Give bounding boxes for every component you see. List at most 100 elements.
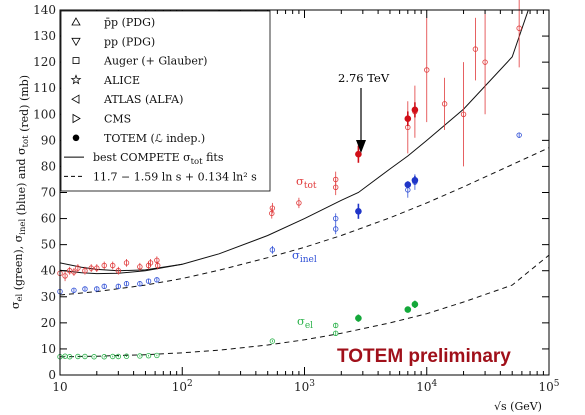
data-point [411,301,419,308]
y-tick-label: 20 [41,316,56,330]
y-tick-label: 90 [41,133,56,147]
data-point [154,277,160,283]
data-point [101,262,107,269]
legend-label: ATLAS (ALFA) [103,93,183,106]
data-point [62,273,68,279]
sigma-tot-label: σtot [296,174,317,191]
y-tick-label: 140 [33,3,56,17]
x-axis-label: √s (GeV) [494,400,542,413]
data-point [82,353,88,360]
data-point [75,353,81,360]
y-tick-label: 130 [33,29,56,43]
data-point [516,25,522,31]
y-tick-label: 60 [41,212,56,226]
data-point [82,286,88,292]
legend-label: pp (PDG) [104,35,155,48]
data-point [91,354,97,360]
y-axis-label: σel (green), σinel (blue) and σtot (red)… [9,75,31,309]
data-point [123,260,130,266]
data-point [75,265,81,271]
legend-marker [72,113,81,124]
data-point [411,106,419,114]
y-tick-label: 0 [48,368,56,382]
data-point [137,264,143,270]
legend-marker [70,74,82,85]
data-point [94,286,100,292]
legend-label: CMS [104,113,131,126]
x-tick-label: 104 [416,379,437,394]
x-tick-label: 102 [172,379,193,394]
data-point [94,265,100,271]
data-point [269,247,276,253]
data-point [404,181,412,188]
data-point [472,46,479,52]
data-point [154,352,160,359]
curve-fit_inel [60,147,549,296]
data-point [110,262,116,269]
data-point [145,278,152,284]
curve-fit_el [60,254,549,358]
legend: p̄p (PDG) pp (PDG) Auger (+ Glauber) ALICE A… [60,10,271,192]
data-point [66,354,73,360]
sigma-inel-label: σinel [292,248,317,265]
data-points [57,0,522,360]
data-point [333,322,339,329]
data-point [137,353,143,359]
data-point [71,287,77,293]
data-point [110,353,116,360]
y-tick-label: 10 [41,342,56,356]
data-point [404,115,412,123]
data-point [115,353,122,360]
y-tick-label: 120 [33,55,56,69]
energy-label: 2.76 TeV [338,71,390,85]
data-point [355,207,362,215]
data-point [333,330,339,336]
x-tick-label: 10 [52,380,67,394]
data-point [441,101,448,107]
data-point [269,210,275,217]
data-point [355,150,362,158]
data-point [115,283,122,290]
data-point [88,265,94,271]
data-point [147,260,154,266]
data-point [296,200,302,206]
data-point [154,257,160,263]
x-tick-label: 105 [538,379,559,394]
legend-label: Auger (+ Glauber) [103,55,207,68]
data-point [424,67,430,73]
data-point [333,176,339,183]
legend-marker [72,57,80,64]
legend-marker [71,94,80,104]
sigma-el-label: σel [297,314,313,331]
data-point [333,226,339,232]
data-point [145,353,152,359]
data-point [355,314,362,322]
y-tick-label: 110 [33,81,56,95]
y-tick-label: 80 [41,159,56,173]
y-tick-label: 50 [41,238,56,252]
data-point [516,132,522,138]
data-point [269,338,276,344]
legend-marker [71,17,81,26]
legend-label: 11.7 − 1.59 ln s + 0.134 ln² s [93,170,257,183]
data-point [333,215,339,222]
legend-box [60,10,271,192]
y-tick-label: 30 [41,290,56,304]
y-tick-label: 70 [41,186,56,200]
legend-label: ALICE [103,74,140,87]
data-point [123,353,130,359]
legend-label: TOTEM (ℒ indep.) [104,132,205,145]
data-point [411,176,419,184]
curve-compete_tot [60,10,529,275]
data-point [82,268,88,274]
data-point [404,306,412,313]
data-point [460,111,467,117]
data-point [482,59,488,65]
x-tick-label: 103 [294,379,315,394]
totem-preliminary: TOTEM preliminary [337,346,511,367]
data-point [101,283,107,290]
data-point [155,262,161,269]
y-tick-label: 100 [33,107,56,121]
energy-arrowhead [356,140,366,153]
